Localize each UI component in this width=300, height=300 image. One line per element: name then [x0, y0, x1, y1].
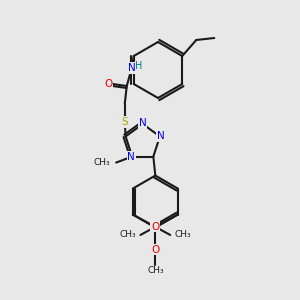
Text: O: O [105, 79, 113, 89]
Text: O: O [151, 222, 159, 232]
Text: CH₃: CH₃ [147, 266, 164, 275]
Text: H: H [135, 61, 142, 71]
Text: S: S [122, 117, 128, 127]
Text: N: N [139, 118, 147, 128]
Text: CH₃: CH₃ [94, 158, 110, 167]
Text: CH₃: CH₃ [174, 230, 191, 239]
Text: N: N [127, 152, 135, 162]
Text: N: N [157, 131, 165, 141]
Text: O: O [152, 222, 160, 232]
Text: N: N [128, 63, 136, 73]
Text: O: O [151, 244, 160, 255]
Text: CH₃: CH₃ [120, 230, 136, 239]
